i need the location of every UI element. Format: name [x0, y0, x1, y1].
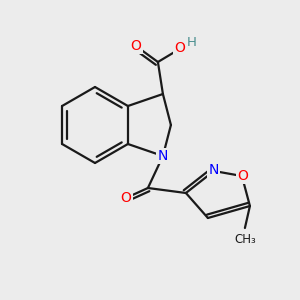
Text: O: O: [175, 41, 185, 55]
Text: CH₃: CH₃: [234, 233, 256, 246]
Text: H: H: [187, 35, 197, 49]
Text: O: O: [130, 39, 141, 53]
Text: O: O: [121, 191, 131, 205]
Text: N: N: [158, 149, 168, 163]
Text: O: O: [238, 169, 248, 183]
Text: N: N: [209, 163, 219, 177]
